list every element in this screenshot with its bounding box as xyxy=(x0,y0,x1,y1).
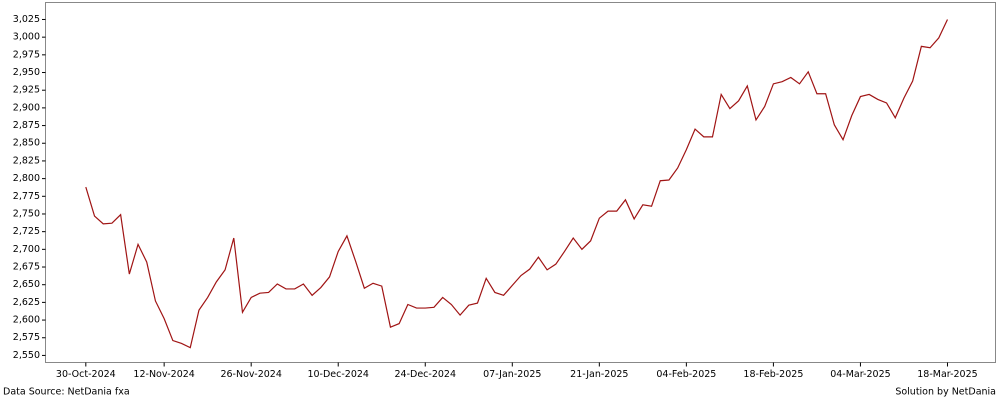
y-tick-label: 2,725 xyxy=(13,226,40,237)
y-tick-label: 2,975 xyxy=(13,49,40,60)
x-tick-label: 30-Oct-2024 xyxy=(56,369,116,380)
y-tick-label: 2,675 xyxy=(13,262,40,273)
plot-frame xyxy=(45,2,996,363)
price-line xyxy=(85,19,949,349)
y-tick-label: 2,925 xyxy=(13,85,40,96)
y-tick-label: 2,550 xyxy=(13,350,40,361)
y-tick-label: 3,025 xyxy=(13,14,40,25)
y-tick-label: 2,575 xyxy=(13,332,40,343)
y-tick-label: 2,775 xyxy=(13,191,40,202)
credit-note: Solution by NetDania xyxy=(895,387,996,398)
x-tick-label: 07-Jan-2025 xyxy=(483,369,541,380)
source-note: Data Source: NetDania fxa xyxy=(3,387,130,398)
y-tick-label: 2,900 xyxy=(13,102,40,113)
x-tick-label: 18-Mar-2025 xyxy=(917,369,977,380)
y-tick-label: 2,950 xyxy=(13,67,40,78)
y-tick-label: 2,750 xyxy=(13,208,40,219)
x-tick-label: 24-Dec-2024 xyxy=(395,369,457,380)
y-tick-label: 2,875 xyxy=(13,120,40,131)
x-tick-label: 04-Feb-2025 xyxy=(656,369,716,380)
y-tick-label: 2,650 xyxy=(13,279,40,290)
x-tick-label: 26-Nov-2024 xyxy=(220,369,281,380)
y-tick-label: 3,000 xyxy=(13,32,40,43)
x-tick-label: 21-Jan-2025 xyxy=(570,369,628,380)
y-tick-label: 2,825 xyxy=(13,155,40,166)
x-tick-label: 10-Dec-2024 xyxy=(307,369,369,380)
x-tick-label: 04-Mar-2025 xyxy=(830,369,890,380)
y-tick-label: 2,800 xyxy=(13,173,40,184)
x-tick-label: 18-Feb-2025 xyxy=(743,369,803,380)
y-tick-label: 2,625 xyxy=(13,297,40,308)
y-tick-label: 2,600 xyxy=(13,315,40,326)
y-tick-label: 2,700 xyxy=(13,244,40,255)
x-tick-label: 12-Nov-2024 xyxy=(133,369,194,380)
y-tick-label: 2,850 xyxy=(13,138,40,149)
